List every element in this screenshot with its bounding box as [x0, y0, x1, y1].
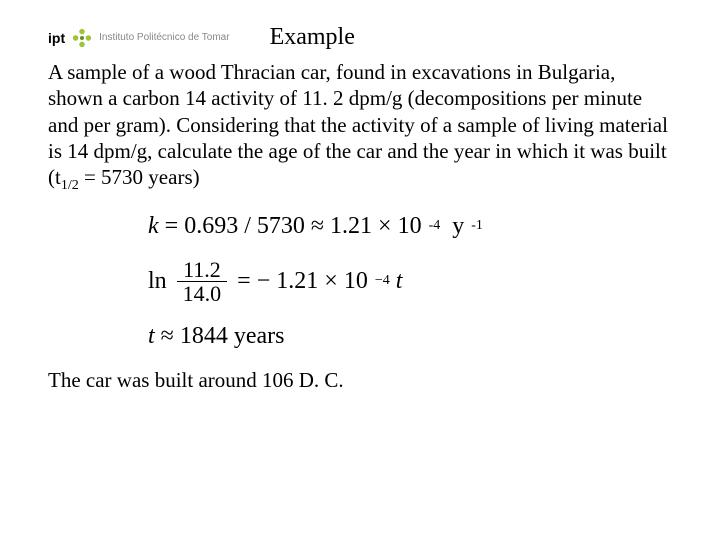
eq2-denominator: 14.0: [177, 282, 228, 305]
eq2-numerator: 11.2: [177, 258, 227, 282]
eq2-base: 10: [344, 268, 368, 295]
institution-logo: ipt Instituto Politécnico de Tomar: [48, 27, 230, 49]
equation-k: k = 0.693 / 5730 ≈ 1.21×10 -4 y -1: [148, 213, 672, 240]
eq2-fraction: 11.2 14.0: [177, 258, 228, 305]
half-life-subscript: 1/2: [61, 178, 79, 193]
eq2-exp: −4: [375, 273, 390, 289]
eq2-equals: =: [237, 268, 251, 295]
eq1-fraction: 0.693 / 5730: [184, 213, 305, 240]
flower-icon: [71, 27, 93, 49]
eq1-coef: 1.21: [330, 213, 372, 240]
eq1-exp: -4: [429, 218, 441, 234]
eq2-neg: −: [257, 268, 271, 295]
paragraph-post: = 5730 years): [79, 165, 200, 189]
conclusion-text: The car was built around 106 D. C.: [48, 368, 672, 393]
eq2-times: ×: [324, 268, 338, 295]
eq1-unit-base: y: [452, 213, 464, 240]
page-title: Example: [270, 24, 355, 51]
eq1-approx: ≈: [311, 213, 324, 240]
equations-block: k = 0.693 / 5730 ≈ 1.21×10-4 y-1 ln 11.2…: [148, 213, 672, 350]
logo-abbrev: ipt: [48, 30, 65, 46]
equation-ln: ln 11.2 14.0 = −1.21×10 −4 t: [148, 258, 672, 305]
eq3-var: t: [148, 323, 155, 350]
eq2-var: t: [396, 268, 403, 295]
eq1-equals: =: [165, 213, 179, 240]
logo-institution-text: Instituto Politécnico de Tomar: [99, 32, 229, 43]
eq1-unit-exp: -1: [471, 218, 483, 234]
eq1-lhs: k: [148, 213, 159, 240]
eq1-times: ×: [378, 213, 392, 240]
eq3-approx: ≈: [161, 323, 174, 350]
eq2-ln: ln: [148, 268, 167, 295]
header: ipt Instituto Politécnico de Tomar Examp…: [48, 24, 672, 51]
eq3-value: 1844: [180, 323, 228, 350]
equation-t: t ≈ 1844 years: [148, 323, 672, 350]
problem-statement: A sample of a wood Thracian car, found i…: [48, 59, 672, 195]
eq1-base: 10: [398, 213, 422, 240]
eq3-unit: years: [234, 323, 285, 350]
eq2-coef: 1.21: [276, 268, 318, 295]
